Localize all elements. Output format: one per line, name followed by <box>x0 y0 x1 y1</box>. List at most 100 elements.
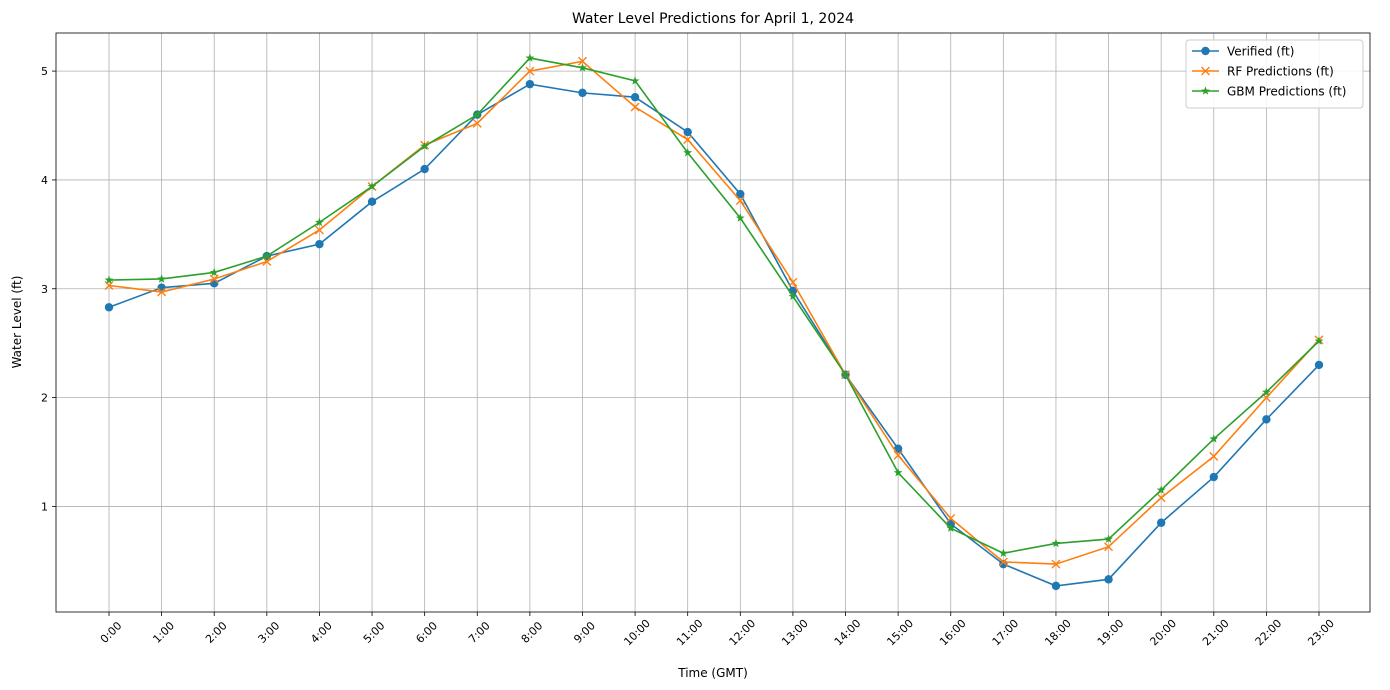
legend-item: GBM Predictions (ft) <box>1192 85 1346 99</box>
data-point <box>1051 581 1061 591</box>
x-tick-label: 5:00 <box>361 619 388 646</box>
x-tick-label: 19:00 <box>1095 617 1127 649</box>
data-point <box>525 66 535 76</box>
data-point <box>157 287 167 297</box>
chart-title: Water Level Predictions for April 1, 202… <box>572 11 854 27</box>
legend-box <box>1185 39 1364 109</box>
data-point <box>578 88 587 98</box>
data-point <box>1201 66 1210 76</box>
data-point <box>1209 451 1219 461</box>
x-tick-label: 6:00 <box>413 619 440 646</box>
series-3 <box>104 53 1324 557</box>
data-point <box>472 110 482 119</box>
x-tick-label: 3:00 <box>256 619 283 646</box>
data-point <box>683 135 693 145</box>
y-tick-label: 3 <box>41 283 48 296</box>
data-point <box>420 141 430 150</box>
data-point <box>998 548 1008 557</box>
data-point <box>104 303 114 312</box>
data-point <box>788 277 798 287</box>
x-tick-label: 14:00 <box>832 617 864 649</box>
data-point <box>683 127 692 137</box>
x-tick-label: 17:00 <box>990 617 1022 649</box>
data-point <box>998 557 1008 567</box>
legend-label: Verified (ft) <box>1227 45 1294 59</box>
data-point <box>1156 485 1166 494</box>
x-tick-label: 4:00 <box>308 619 335 646</box>
data-point <box>1104 542 1114 552</box>
data-point <box>630 76 640 85</box>
y-axis-label: Water Level (ft) <box>10 276 24 369</box>
data-point <box>1104 575 1113 584</box>
data-point <box>577 56 587 66</box>
series-2 <box>104 56 1324 569</box>
data-point <box>788 291 798 301</box>
x-tick-label: 12:00 <box>727 617 759 649</box>
y-tick-label: 5 <box>41 65 48 78</box>
y-tick-label: 4 <box>41 174 48 187</box>
data-point <box>946 523 956 532</box>
legend-item: Verified (ft) <box>1192 45 1294 59</box>
data-point <box>262 257 272 267</box>
legend-label: RF Predictions (ft) <box>1227 65 1334 79</box>
data-point <box>315 239 324 249</box>
data-point <box>946 513 956 523</box>
data-point <box>1209 472 1218 482</box>
data-point <box>735 213 745 222</box>
plot-frame <box>55 32 1371 613</box>
legend-item: RF Predictions (ft) <box>1192 65 1334 79</box>
x-tick-label: 15:00 <box>884 617 916 649</box>
grid-lines <box>56 33 1370 612</box>
series-line <box>108 60 1320 565</box>
y-tick-label: 1 <box>41 500 48 513</box>
data-point <box>262 251 272 260</box>
data-point <box>314 225 324 235</box>
data-point <box>1314 336 1324 345</box>
data-point <box>630 93 640 102</box>
data-point <box>1209 434 1219 443</box>
data-point <box>525 79 535 89</box>
data-point <box>1051 538 1061 548</box>
data-point <box>1201 86 1210 95</box>
y-axis-ticks: 1 2 3 4 5 <box>41 65 56 513</box>
data-point <box>736 189 745 199</box>
data-point <box>630 102 640 112</box>
x-axis-ticks: 0:00 1:00 2:00 3:00 4:00 5:00 6:00 7:00 8:00 9:00… <box>98 612 1337 648</box>
data-point <box>735 196 745 206</box>
data-point <box>472 118 482 128</box>
data-point <box>315 217 324 227</box>
series-group <box>104 53 1324 591</box>
legend-label: GBM Predictions (ft) <box>1227 85 1346 99</box>
x-tick-label: 2:00 <box>203 619 230 646</box>
legend: Verified (ft) RF Predictions (ft) GBM Pred… <box>1185 39 1364 109</box>
data-point <box>1201 46 1210 56</box>
x-tick-label: 1:00 <box>150 619 177 646</box>
x-tick-label: 22:00 <box>1253 617 1285 649</box>
x-tick-label: 13:00 <box>779 617 811 649</box>
data-point <box>104 281 114 290</box>
data-point <box>367 181 377 191</box>
data-point <box>1262 387 1271 396</box>
x-tick-label: 18:00 <box>1042 617 1074 649</box>
x-tick-label: 10:00 <box>621 617 653 649</box>
x-tick-label: 21:00 <box>1200 617 1232 649</box>
x-tick-label: 8:00 <box>519 619 546 646</box>
data-point <box>893 468 903 477</box>
x-tick-label: 0:00 <box>98 619 125 646</box>
data-point <box>893 450 903 460</box>
series-line <box>108 57 1320 555</box>
x-tick-label: 23:00 <box>1305 617 1337 649</box>
data-point <box>420 164 429 174</box>
x-tick-label: 11:00 <box>674 617 706 649</box>
data-point <box>367 197 377 206</box>
x-tick-label: 7:00 <box>466 619 493 646</box>
x-tick-label: 9:00 <box>571 619 598 646</box>
x-tick-label: 20:00 <box>1147 617 1179 649</box>
data-point <box>209 267 219 277</box>
series-line <box>108 83 1320 587</box>
data-point <box>1314 360 1324 370</box>
data-point <box>683 148 693 157</box>
data-point <box>1156 518 1166 527</box>
x-tick-label: 16:00 <box>937 617 969 649</box>
